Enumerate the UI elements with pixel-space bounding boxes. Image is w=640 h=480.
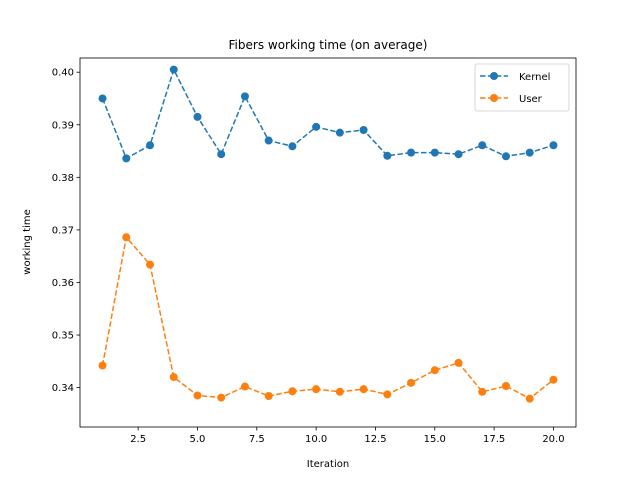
data-point-user <box>146 260 155 269</box>
y-tick-label: 0.37 <box>52 225 74 236</box>
y-tick-label: 0.34 <box>52 383 74 394</box>
y-tick-label: 0.39 <box>52 120 74 131</box>
data-point-kernel <box>407 148 416 157</box>
data-point-user <box>359 385 368 394</box>
data-point-user <box>264 391 273 400</box>
data-point-kernel <box>264 136 273 145</box>
data-point-user <box>335 387 344 396</box>
data-point-user <box>525 394 534 403</box>
data-point-user <box>122 233 131 242</box>
data-point-kernel <box>430 148 439 157</box>
x-tick-label: 17.5 <box>483 434 505 445</box>
data-point-user <box>549 375 558 384</box>
x-tick-label: 10.0 <box>305 434 327 445</box>
data-point-kernel <box>98 94 107 103</box>
y-tick-label: 0.35 <box>52 331 74 342</box>
y-tick-label: 0.38 <box>52 173 74 184</box>
x-axis-label: Iteration <box>307 459 349 470</box>
legend-label-user: User <box>519 94 543 105</box>
data-point-user <box>407 378 416 387</box>
axes-frame <box>79 57 577 428</box>
series-line-kernel <box>101 67 554 160</box>
data-point-user <box>288 387 297 396</box>
data-point-kernel <box>240 92 249 101</box>
data-point-kernel <box>217 150 226 159</box>
data-point-kernel <box>359 126 368 135</box>
legend-marker-user <box>490 94 498 102</box>
data-point-kernel <box>122 154 131 163</box>
data-point-kernel <box>169 65 178 74</box>
y-tick-label: 0.40 <box>52 68 74 79</box>
x-tick-label: 7.5 <box>249 434 265 445</box>
data-point-user <box>430 366 439 375</box>
data-point-kernel <box>335 128 344 137</box>
data-point-kernel <box>146 141 155 150</box>
x-tick-label: 2.5 <box>130 434 146 445</box>
data-point-kernel <box>312 122 321 131</box>
data-point-user <box>454 358 463 367</box>
data-point-kernel <box>383 151 392 160</box>
data-point-kernel <box>501 152 510 161</box>
chart-title: Fibers working time (on average) <box>229 38 428 52</box>
data-point-kernel <box>525 148 534 157</box>
data-point-kernel <box>549 141 558 150</box>
data-point-user <box>98 361 107 370</box>
data-point-user <box>193 391 202 400</box>
data-point-kernel <box>288 142 297 151</box>
x-tick-label: 20.0 <box>542 434 564 445</box>
series-line-user <box>101 235 554 400</box>
y-axis-label: working time <box>22 209 33 274</box>
legend-label-kernel: Kernel <box>519 72 550 83</box>
plot-area: 2.5 5.0 7.5 10.0 12.5 15.0 17.5 20.0 0.34 0.35 0.3… <box>52 57 577 445</box>
data-point-user <box>501 382 510 390</box>
data-point-user <box>312 385 321 394</box>
data-point-user <box>478 387 487 396</box>
data-point-kernel <box>454 150 463 159</box>
data-point-kernel <box>193 112 202 121</box>
x-tick-label: 5.0 <box>190 434 206 445</box>
y-tick-label: 0.36 <box>52 278 74 289</box>
data-point-user <box>240 382 249 391</box>
data-point-user <box>217 393 226 402</box>
data-point-kernel <box>478 141 487 150</box>
data-point-user <box>169 373 178 382</box>
legend: Kernel User <box>474 63 570 112</box>
data-point-user <box>383 390 392 399</box>
legend-marker-kernel <box>490 72 498 80</box>
x-tick-label: 12.5 <box>364 434 386 445</box>
x-tick-label: 15.0 <box>424 434 446 445</box>
